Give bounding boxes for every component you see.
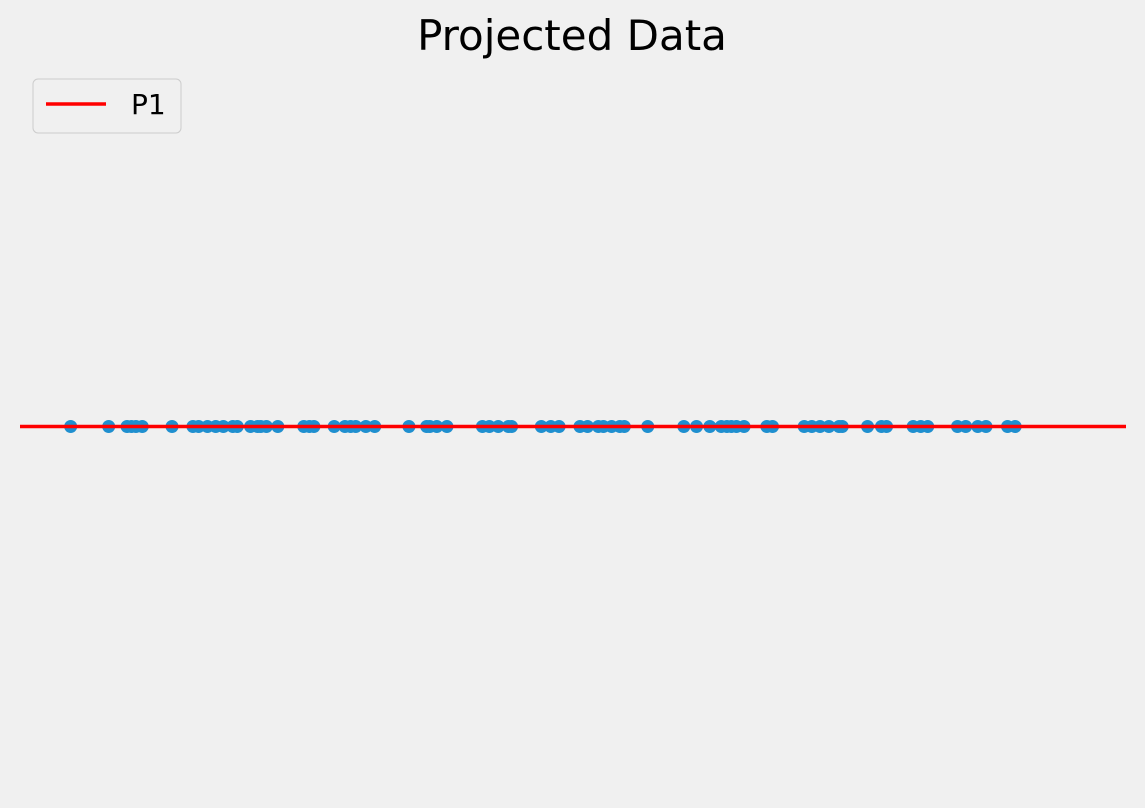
legend-label-p1: P1 — [131, 88, 166, 121]
chart-title: Projected Data — [417, 11, 727, 60]
legend-box — [32, 78, 182, 134]
plot-area — [20, 420, 1126, 433]
legend: P1 — [32, 78, 182, 134]
